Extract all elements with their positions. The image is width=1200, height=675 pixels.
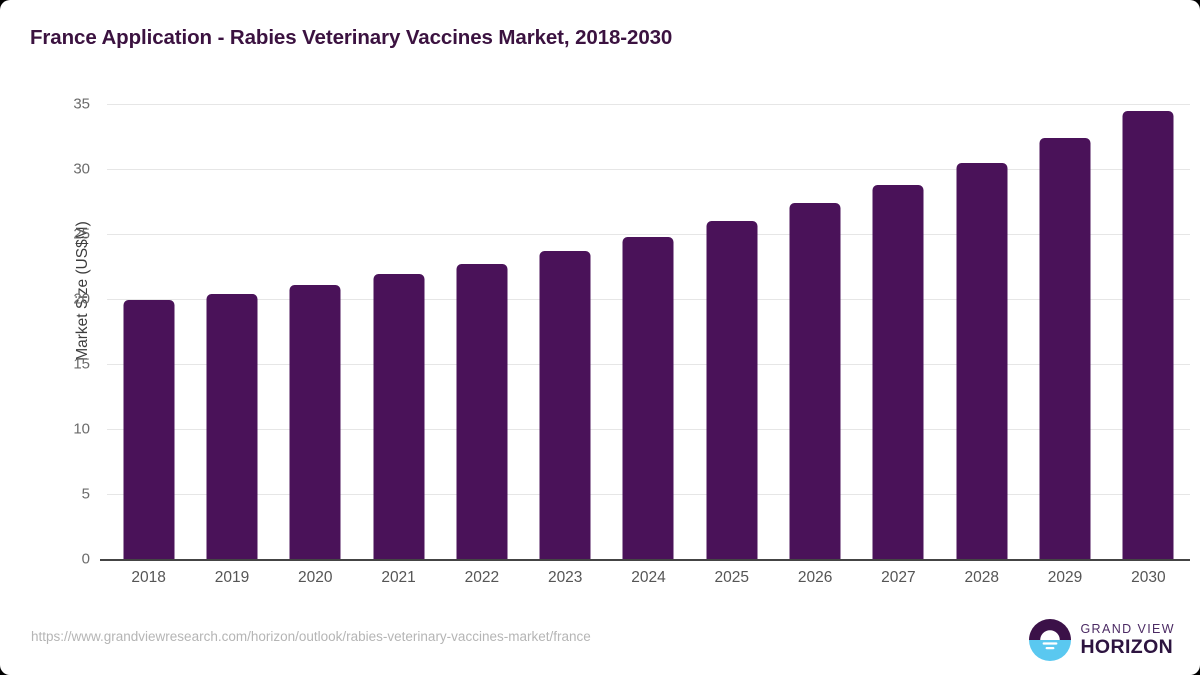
y-tick-label: 15 bbox=[73, 355, 90, 373]
x-tick-label: 2020 bbox=[298, 569, 333, 586]
x-tick-label: 2027 bbox=[881, 569, 916, 586]
x-tick-label: 2026 bbox=[797, 569, 833, 586]
bar-2022[interactable] bbox=[456, 263, 508, 559]
bar-2019[interactable] bbox=[206, 293, 258, 559]
bar-2018[interactable] bbox=[123, 300, 175, 559]
bar-slot bbox=[607, 104, 690, 559]
brand-logo: GRAND VIEW HORIZON bbox=[1029, 619, 1175, 661]
bar-slot bbox=[190, 104, 273, 559]
x-tick-label: 2023 bbox=[547, 569, 583, 586]
bar-slot bbox=[107, 104, 190, 559]
bar-2024[interactable] bbox=[622, 236, 674, 559]
bar-slot bbox=[940, 104, 1023, 559]
y-tick-label: 30 bbox=[73, 160, 90, 178]
gridline bbox=[107, 169, 1190, 170]
bar-slot bbox=[1023, 104, 1106, 559]
bar-2020[interactable] bbox=[289, 284, 341, 559]
bar-2030[interactable] bbox=[1122, 110, 1174, 559]
x-axis-ticks: 2018 2019 2020 2021 2022 2023 2024 2025 2026 2027… bbox=[107, 569, 1190, 597]
bar-slot bbox=[857, 104, 940, 559]
x-tick-label: 2030 bbox=[1131, 569, 1166, 586]
logo-wordmark: GRAND VIEW HORIZON bbox=[1080, 621, 1175, 658]
page-title: France Application - Rabies Veterinary V… bbox=[30, 26, 673, 49]
bar-2029[interactable] bbox=[1039, 137, 1091, 559]
x-tick-label: 2018 bbox=[131, 569, 166, 586]
x-tick-label: 2021 bbox=[381, 569, 416, 586]
chart-bars bbox=[107, 104, 1190, 559]
x-axis-line bbox=[100, 559, 1190, 561]
y-tick-label: 35 bbox=[73, 95, 90, 113]
y-tick-label: 10 bbox=[73, 420, 90, 438]
x-tick-label: 2024 bbox=[631, 569, 666, 586]
x-tick-label: 2028 bbox=[964, 569, 999, 586]
bar-2027[interactable] bbox=[872, 184, 924, 559]
bar-2028[interactable] bbox=[956, 162, 1008, 559]
bar-slot bbox=[274, 104, 357, 559]
bar-slot bbox=[357, 104, 440, 559]
x-tick-label: 2019 bbox=[214, 569, 250, 586]
y-axis-ticks: 0 5 10 15 20 25 30 35 bbox=[20, 96, 90, 568]
bar-slot bbox=[440, 104, 523, 559]
y-tick-label: 0 bbox=[81, 550, 90, 568]
bar-slot bbox=[1107, 104, 1190, 559]
bar-2025[interactable] bbox=[706, 221, 758, 559]
bar-slot bbox=[773, 104, 856, 559]
logo-line-2: HORIZON bbox=[1080, 636, 1174, 658]
grand-view-horizon-logo-icon bbox=[1029, 619, 1072, 661]
bar-2021[interactable] bbox=[373, 274, 425, 559]
bar-2023[interactable] bbox=[539, 250, 591, 559]
y-tick-label: 5 bbox=[81, 485, 90, 503]
gridline bbox=[107, 104, 1190, 105]
logo-line-1: GRAND VIEW bbox=[1080, 621, 1175, 636]
x-tick-label: 2022 bbox=[464, 569, 500, 586]
x-tick-label: 2029 bbox=[1047, 569, 1083, 586]
gridline bbox=[107, 234, 1190, 235]
y-tick-label: 25 bbox=[73, 225, 90, 243]
bar-slot bbox=[690, 104, 773, 559]
bar-2026[interactable] bbox=[789, 202, 841, 559]
x-tick-label: 2025 bbox=[714, 569, 750, 586]
bar-slot bbox=[524, 104, 607, 559]
source-url[interactable]: https://www.grandviewresearch.com/horizo… bbox=[31, 629, 591, 644]
y-tick-label: 20 bbox=[73, 290, 90, 308]
